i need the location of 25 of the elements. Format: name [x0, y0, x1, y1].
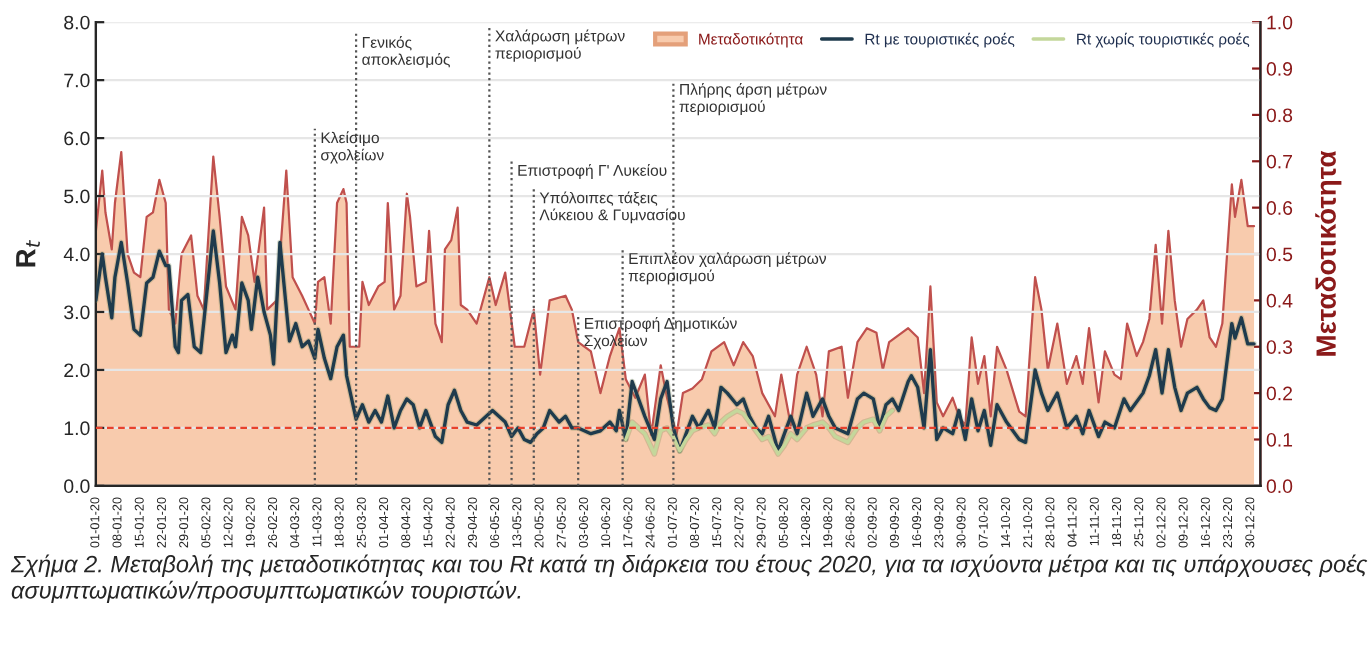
y2-tick-label: 0.9 [1266, 62, 1293, 76]
y-axis-title: R$_{t}$ [16, 239, 40, 267]
line-series [95, 228, 1257, 454]
y-tick-label: 4.0 [63, 247, 90, 262]
y-tick-label: 6.0 [64, 131, 90, 146]
text: Σχήμα 2. Μεταβολή της μεταδοτικότητας και του Rt κατά τη διάρκεια του έτους 2020, για τα ισχύοντα μέτρα και τις υπάρχουσες ροές ασυμπτωματικών/προσυμπτωματικών τουριστών. [10, 554, 1368, 604]
y2-tick-label: 0.5 [1266, 247, 1293, 262]
y2-tick-label: 0.1 [1266, 432, 1293, 447]
y2-tick-label: 0.8 [1266, 108, 1293, 123]
y2-tick-label: 1.0 [1267, 15, 1293, 30]
y2-tick-label: 0.7 [1266, 154, 1293, 169]
y2-tick-label: 0.3 [1266, 340, 1293, 354]
y-tick-label: 8.0 [64, 15, 90, 30]
y2-tick-label: 0.6 [1266, 201, 1293, 215]
y-tick-label: 0.0 [64, 479, 90, 494]
y2-axis-title: Μεταδοτικότητα [1315, 150, 1342, 356]
y-tick-label: 5.0 [64, 189, 90, 204]
y-tick-label: 7.0 [64, 73, 90, 88]
y-tick-label: 3.0 [64, 305, 90, 320]
y2-tick-label: 0.4 [1266, 293, 1293, 308]
y-tick-label: 1.0 [64, 421, 90, 436]
y-tick-label: 2.0 [64, 363, 90, 378]
y2-tick-label: 0.2 [1266, 386, 1293, 401]
y2-tick-label: 0.0 [1266, 479, 1293, 494]
line-series [623, 407, 896, 457]
